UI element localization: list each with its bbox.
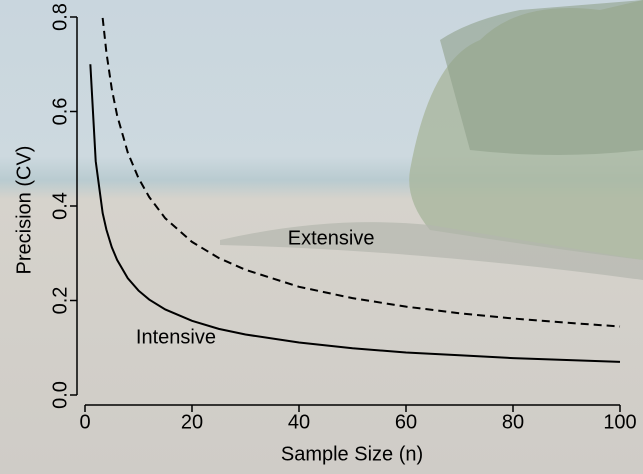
x-tick-label: 100 [603, 411, 636, 433]
y-tick-label: 0.6 [49, 98, 71, 126]
x-tick-label: 60 [395, 411, 417, 433]
y-tick-label: 0.8 [49, 3, 71, 31]
x-tick-label: 20 [181, 411, 203, 433]
series-line [101, 17, 621, 328]
x-tick-label: 0 [79, 411, 90, 433]
y-axis-label: Precision (CV) [13, 146, 35, 275]
x-axis-label: Sample Size (n) [281, 443, 423, 465]
x-tick-label: 40 [288, 411, 310, 433]
x-tick-label: 80 [502, 411, 524, 433]
y-tick-label: 0.0 [49, 381, 71, 409]
series-label: Intensive [136, 327, 216, 349]
y-tick-label: 0.2 [49, 287, 71, 315]
series-label: Extensive [288, 227, 375, 249]
trees-dark [440, 0, 643, 155]
y-tick-label: 0.4 [49, 192, 71, 220]
series-line [89, 64, 621, 363]
shoreline [220, 222, 643, 280]
